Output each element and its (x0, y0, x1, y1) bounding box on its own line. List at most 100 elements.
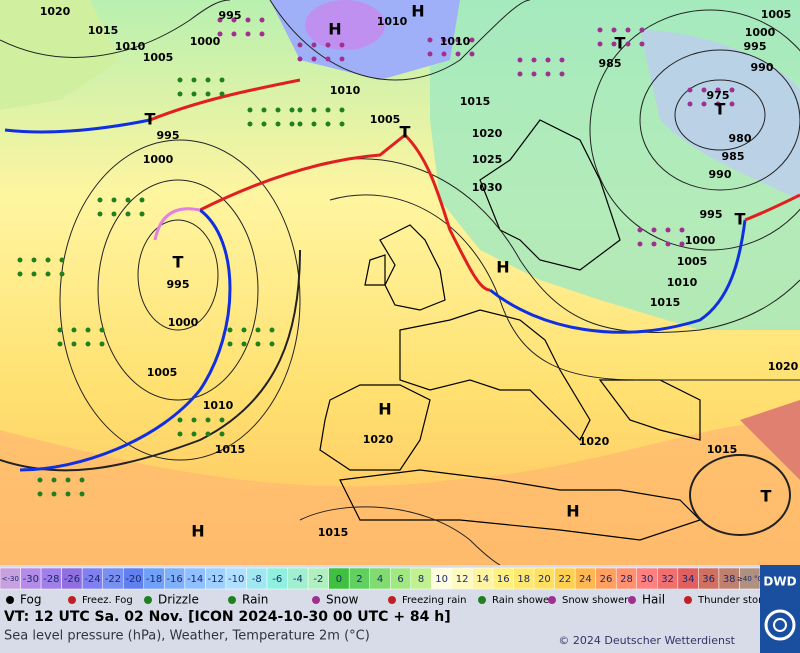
weather-dot (339, 121, 345, 127)
weather-dot (517, 57, 523, 63)
weather-dot (687, 101, 693, 107)
isobar-label: 1005 (143, 51, 174, 64)
weather-dot (219, 417, 225, 423)
weather-dot (255, 327, 261, 333)
weather-dot (679, 241, 685, 247)
isobar-label: 990 (751, 61, 774, 74)
weather-dot (311, 107, 317, 113)
weather-dot (427, 51, 433, 57)
color-scale: <-30 -30 -28 -26 -24 -22 -20 -18 -16 -14 -12 -10 -8-… (0, 567, 763, 590)
legend-icon (6, 596, 14, 604)
cold-front (19, 208, 232, 472)
weather-dot (231, 17, 237, 23)
legend-label: Fog (20, 593, 41, 607)
very-cold-area (305, 0, 385, 50)
weather-dot (597, 41, 603, 47)
weather-dot (289, 121, 295, 127)
isobar-label: 995 (219, 9, 242, 22)
low-pressure-label: T (715, 100, 726, 119)
weather-dot (275, 107, 281, 113)
isobar-label: 1005 (147, 366, 178, 379)
isobar-label: 1025 (472, 153, 503, 166)
legend-label: Freezing rain (402, 595, 466, 606)
isobar-label: 1005 (761, 8, 792, 21)
legend-label: Snow (326, 593, 359, 607)
scale-label: 10 (435, 574, 448, 585)
weather-dot (441, 51, 447, 57)
weather-dot (651, 241, 657, 247)
scale-label: 0 (336, 574, 342, 585)
weather-dot (311, 121, 317, 127)
scale-label: -8 (252, 574, 262, 585)
weather-dot (625, 27, 631, 33)
warm-front (403, 133, 491, 292)
weather-dot (611, 41, 617, 47)
weather-dot (297, 42, 303, 48)
weather-dot (59, 257, 65, 263)
low-pressure-label: T (615, 34, 626, 53)
weather-dot (139, 211, 145, 217)
warm-area (0, 420, 800, 565)
isobar-label: 1015 (318, 526, 349, 539)
weather-dot (85, 341, 91, 347)
weather-dot (65, 477, 71, 483)
weather-dot (639, 41, 645, 47)
weather-dot (325, 42, 331, 48)
weather-dot (455, 51, 461, 57)
warm-front (149, 78, 301, 122)
weather-dot (297, 107, 303, 113)
weather-dot (231, 31, 237, 37)
isobar-label: 1020 (40, 5, 71, 18)
high-pressure-label: H (566, 502, 579, 521)
scale-label: -4 (293, 574, 303, 585)
isobar-label: 985 (599, 57, 622, 70)
weather-dot (325, 107, 331, 113)
weather-dot (289, 107, 295, 113)
scale-label: -20 (125, 574, 141, 585)
scale-label: -26 (64, 574, 80, 585)
legend-icon (228, 596, 236, 604)
weather-dot (255, 341, 261, 347)
description: Sea level pressure (hPa), Weather, Tempe… (4, 629, 370, 644)
weather-dot (639, 27, 645, 33)
scale-label: 36 (702, 574, 715, 585)
weather-legend: Fog Freez. Fog Drizzle Rain Snow Freezing rai… (6, 593, 772, 607)
cool-area (0, 0, 120, 110)
legend-icon (628, 596, 636, 604)
weather-dot (139, 197, 145, 203)
weather-dot (111, 197, 117, 203)
weather-dot (51, 477, 57, 483)
isobar-label: 980 (729, 132, 752, 145)
weather-dot (637, 227, 643, 233)
scale-label: -6 (272, 574, 282, 585)
scale-label: 2 (356, 574, 362, 585)
weather-dot (269, 341, 275, 347)
weather-dot (99, 341, 105, 347)
scale-label: -12 (208, 574, 224, 585)
weather-dot (245, 17, 251, 23)
scale-label: <-30 (2, 575, 19, 583)
scale-label: 24 (579, 574, 592, 585)
weather-dot (17, 257, 23, 263)
weather-dot (427, 37, 433, 43)
isobar-label: 995 (700, 208, 723, 221)
isobars (0, 0, 800, 566)
legend-label: Drizzle (158, 593, 199, 607)
warm-front (199, 133, 406, 212)
weather-dot (65, 491, 71, 497)
weather-dot (99, 327, 105, 333)
scale-label: -28 (43, 574, 59, 585)
weather-dot (177, 91, 183, 97)
low-pressure-label: T (761, 487, 772, 506)
cold-front (4, 118, 151, 134)
weather-dot (71, 341, 77, 347)
weather-dot (531, 71, 537, 77)
weather-dot (71, 327, 77, 333)
weather-dot (57, 327, 63, 333)
scale-label: -14 (187, 574, 203, 585)
scale-label: 26 (600, 574, 613, 585)
weather-dot (177, 77, 183, 83)
weather-dot (125, 211, 131, 217)
weather-dot (545, 71, 551, 77)
